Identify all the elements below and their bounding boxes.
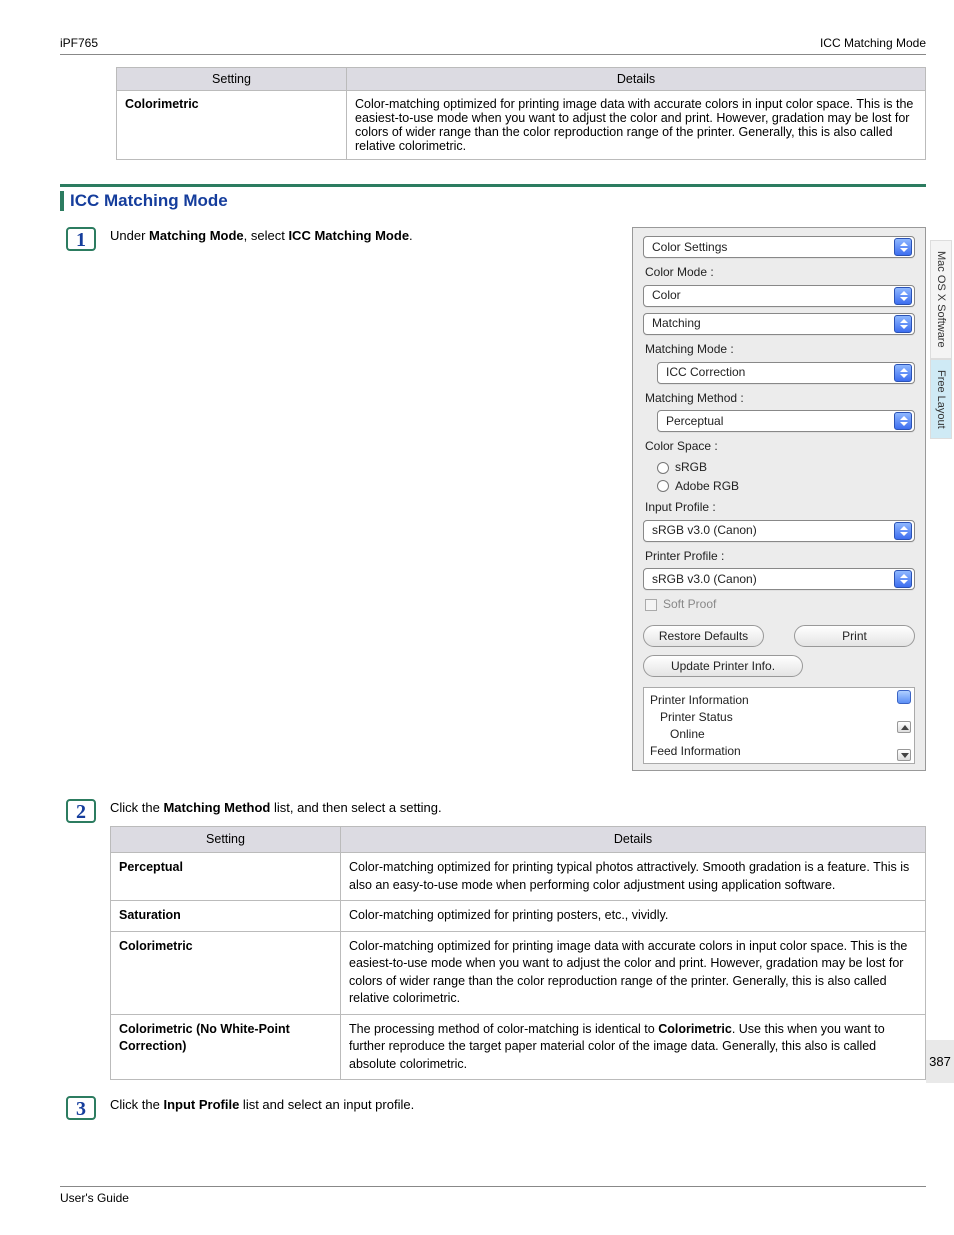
cell-details: Color-matching optimized for printing ty… — [341, 853, 926, 901]
radio-icon — [657, 480, 669, 492]
button-label: Print — [842, 629, 867, 643]
th-setting: Setting — [117, 68, 347, 91]
chevron-updown-icon — [894, 315, 912, 333]
combo-label: sRGB v3.0 (Canon) — [652, 522, 894, 539]
step-text: Under Matching Mode, select ICC Matching… — [110, 228, 413, 243]
matching-tab-combo[interactable]: Matching — [643, 313, 915, 335]
restore-defaults-button[interactable]: Restore Defaults — [643, 625, 764, 647]
matching-mode-label: Matching Mode : — [645, 341, 915, 358]
th-details: Details — [341, 826, 926, 853]
chevron-updown-icon — [894, 287, 912, 305]
soft-proof-checkbox[interactable]: Soft Proof — [645, 596, 915, 613]
th-details: Details — [347, 68, 926, 91]
chevron-updown-icon — [894, 522, 912, 540]
settings-table-top: Setting Details Colorimetric Color-match… — [116, 67, 926, 160]
button-label: Update Printer Info. — [671, 659, 775, 673]
color-mode-label: Color Mode : — [645, 264, 915, 281]
chevron-updown-icon — [894, 238, 912, 256]
cell-setting: Colorimetric — [111, 931, 341, 1014]
chevron-updown-icon — [894, 412, 912, 430]
cell-setting: Colorimetric (No White-Point Correction) — [111, 1014, 341, 1080]
info-line: Online — [650, 726, 908, 743]
cell-details: Color-matching optimized for printing im… — [341, 931, 926, 1014]
step-text: Click the Matching Method list, and then… — [110, 800, 442, 815]
table-row: Colorimetric Color-matching optimized fo… — [117, 91, 926, 160]
radio-adobergb[interactable]: Adobe RGB — [657, 478, 915, 495]
checkbox-icon — [645, 599, 657, 611]
combo-label: Perceptual — [666, 413, 894, 430]
step-number: 3 — [66, 1096, 96, 1120]
scrollbar[interactable] — [896, 690, 912, 761]
footer: User's Guide — [60, 1186, 926, 1205]
button-label: Restore Defaults — [659, 629, 748, 643]
settings-table-methods: Setting Details Perceptual Color-matchin… — [110, 826, 926, 1081]
page-number: 387 — [926, 1040, 954, 1083]
cell-details: Color-matching optimized for printing im… — [347, 91, 926, 160]
cell-setting: Saturation — [111, 901, 341, 932]
chevron-updown-icon — [894, 570, 912, 588]
update-printer-info-button[interactable]: Update Printer Info. — [643, 655, 803, 677]
input-profile-label: Input Profile : — [645, 499, 915, 516]
step-2: 2 Click the Matching Method list, and th… — [60, 799, 926, 1080]
step-text: Click the Input Profile list and select … — [110, 1097, 414, 1112]
matching-method-combo[interactable]: Perceptual — [657, 410, 915, 432]
print-button[interactable]: Print — [794, 625, 915, 647]
matching-method-label: Matching Method : — [645, 390, 915, 407]
page-header: iPF765 ICC Matching Mode — [60, 36, 926, 55]
scroll-down-icon — [897, 749, 911, 761]
chevron-updown-icon — [894, 364, 912, 382]
step-number: 2 — [66, 799, 96, 823]
section-tick-icon — [60, 191, 64, 211]
info-line: Feed Information — [650, 743, 908, 760]
step-number: 1 — [66, 227, 96, 251]
radio-srgb[interactable]: sRGB — [657, 459, 915, 476]
info-line: Printer Information — [650, 692, 908, 709]
step-1: 1 Color Settings Color Mode : Color Matc… — [60, 227, 926, 783]
color-space-label: Color Space : — [645, 438, 915, 455]
combo-label: Color Settings — [652, 239, 894, 256]
table-row: Colorimetric (No White-Point Correction)… — [111, 1014, 926, 1080]
radio-icon — [657, 462, 669, 474]
step-3: 3 Click the Input Profile list and selec… — [60, 1096, 926, 1120]
cell-details: The processing method of color-matching … — [341, 1014, 926, 1080]
input-profile-combo[interactable]: sRGB v3.0 (Canon) — [643, 520, 915, 542]
combo-label: ICC Correction — [666, 364, 894, 381]
side-tabs: Mac OS X Software Free Layout — [930, 240, 954, 439]
checkbox-label: Soft Proof — [663, 596, 716, 613]
header-left: iPF765 — [60, 36, 98, 50]
cell-details: Color-matching optimized for printing po… — [341, 901, 926, 932]
table-row: Perceptual Color-matching optimized for … — [111, 853, 926, 901]
color-mode-combo[interactable]: Color — [643, 285, 915, 307]
combo-label: Color — [652, 287, 894, 304]
header-right: ICC Matching Mode — [820, 36, 926, 50]
color-settings-dialog: Color Settings Color Mode : Color Matchi… — [632, 227, 926, 771]
section-header: ICC Matching Mode — [60, 184, 926, 211]
side-tab-freelayout[interactable]: Free Layout — [930, 359, 952, 440]
cell-setting: Perceptual — [111, 853, 341, 901]
table-row: Saturation Color-matching optimized for … — [111, 901, 926, 932]
th-setting: Setting — [111, 826, 341, 853]
table-row: Colorimetric Color-matching optimized fo… — [111, 931, 926, 1014]
matching-mode-combo[interactable]: ICC Correction — [657, 362, 915, 384]
section-title: ICC Matching Mode — [70, 191, 228, 211]
scroll-thumb-icon — [897, 690, 911, 704]
combo-label: Matching — [652, 315, 894, 332]
radio-label: Adobe RGB — [675, 478, 739, 495]
printer-info-box: Printer Information Printer Status Onlin… — [643, 687, 915, 764]
radio-label: sRGB — [675, 459, 707, 476]
info-line: Printer Status — [650, 709, 908, 726]
printer-profile-combo[interactable]: sRGB v3.0 (Canon) — [643, 568, 915, 590]
side-tab-software[interactable]: Mac OS X Software — [930, 240, 952, 359]
printer-profile-label: Printer Profile : — [645, 548, 915, 565]
combo-label: sRGB v3.0 (Canon) — [652, 571, 894, 588]
scroll-up-icon — [897, 721, 911, 733]
color-settings-combo[interactable]: Color Settings — [643, 236, 915, 258]
cell-setting: Colorimetric — [117, 91, 347, 160]
